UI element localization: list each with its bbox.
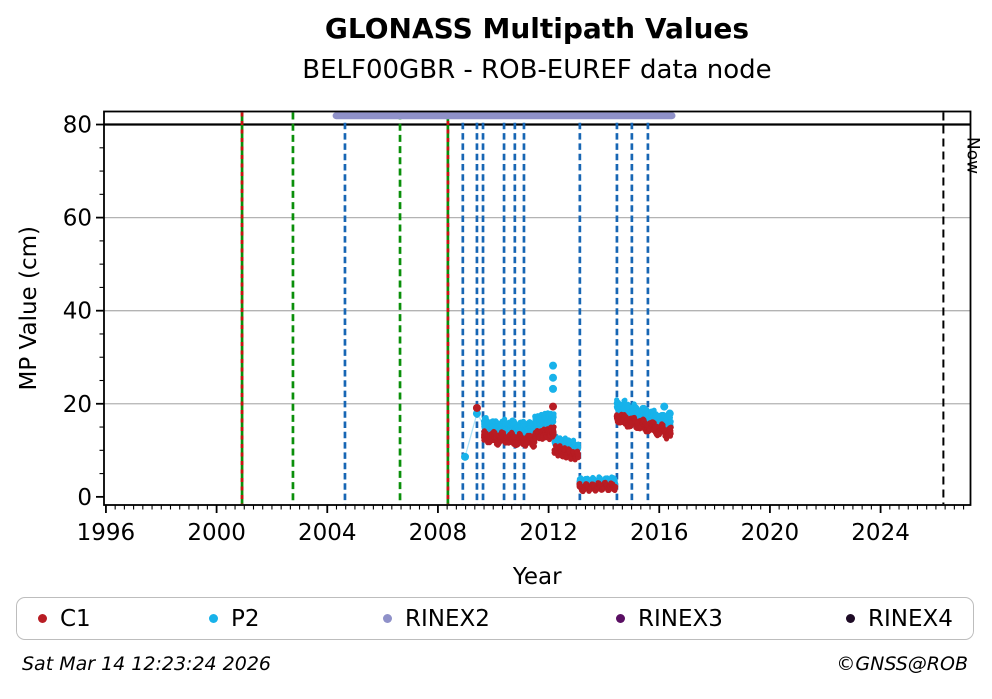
x-tick-label: 1996	[77, 520, 136, 546]
y-tick-label: 40	[63, 299, 92, 325]
C1-outlier-point	[549, 402, 558, 411]
legend-marker-c1	[38, 614, 47, 623]
x-tick-label: 2012	[519, 520, 578, 546]
x-tick-label: 2016	[630, 520, 689, 546]
y-tick-label: 80	[63, 113, 92, 139]
legend-label: RINEX3	[638, 605, 723, 632]
P2-outlier-point	[549, 361, 558, 370]
P2-isolated-point	[472, 409, 481, 418]
x-axis-label: Year	[512, 564, 562, 590]
timestamp-label: Sat Mar 14 12:23:24 2026	[22, 653, 272, 675]
legend-item-p2: P2	[209, 598, 260, 639]
legend-marker-rinex4	[846, 614, 855, 623]
x-tick-label: 2024	[851, 520, 910, 546]
legend-label: RINEX4	[868, 605, 953, 632]
P2-outlier-point	[549, 373, 558, 382]
axis-tick-labels: 1996 2000 2004 2008 2012 2016 2020 2024 0 20 40 60 8…	[63, 113, 910, 546]
x-tick-label: 2004	[298, 520, 357, 546]
legend-item-c1: C1	[38, 598, 91, 639]
page-title: GLONASS Multipath Values	[324, 12, 750, 45]
C1-isolated-point	[472, 403, 481, 412]
y-axis-label: MP Value (cm)	[16, 226, 42, 391]
series-C1	[472, 402, 674, 495]
legend-label: P2	[231, 605, 260, 632]
legend-label: C1	[60, 605, 91, 632]
legend-marker-rinex3	[616, 614, 625, 623]
y-tick-label: 0	[77, 485, 92, 511]
legend-label: RINEX2	[405, 605, 490, 632]
legend-item-rinex2: RINEX2	[383, 598, 490, 639]
P2-outlier-point	[660, 402, 669, 411]
legend-marker-rinex2	[383, 614, 392, 623]
P2-outlier-point	[549, 384, 558, 393]
now-label: Now	[962, 137, 982, 174]
x-tick-label: 2000	[187, 520, 246, 546]
y-tick-label: 20	[63, 392, 92, 418]
gridlines	[104, 216, 971, 405]
credit-label: ©GNSS@ROB	[836, 653, 968, 675]
P2-isolated-point	[461, 452, 470, 461]
axis-ticks	[96, 123, 965, 513]
x-tick-label: 2008	[409, 520, 468, 546]
P2-outlier-point	[665, 409, 674, 418]
legend-item-rinex4: RINEX4	[846, 598, 953, 639]
x-tick-label: 2020	[741, 520, 800, 546]
event-lines	[240, 112, 650, 504]
legend: C1 P2 RINEX2 RINEX3 RINEX4	[16, 597, 974, 640]
legend-item-rinex3: RINEX3	[616, 598, 723, 639]
page-subtitle: BELF00GBR - ROB-EUREF data node	[302, 55, 772, 85]
legend-marker-p2	[209, 614, 218, 623]
axes-frame	[103, 110, 972, 506]
y-tick-label: 60	[63, 206, 92, 232]
